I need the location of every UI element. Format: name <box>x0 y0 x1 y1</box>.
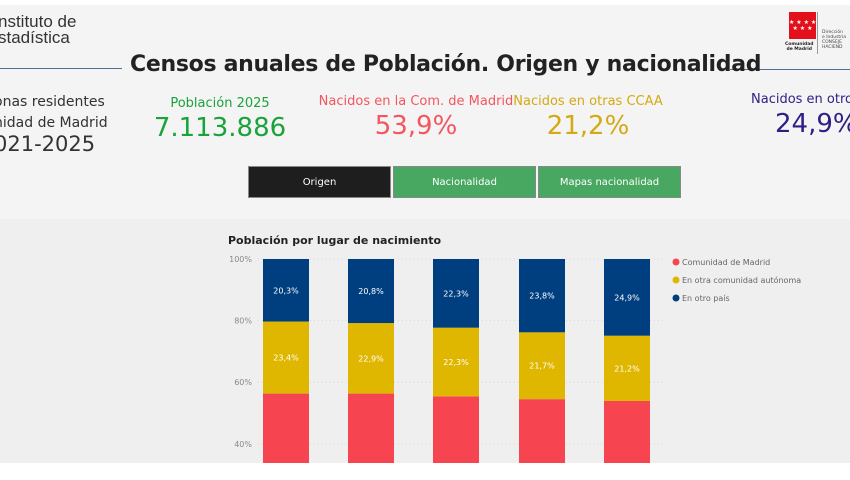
tab-origen[interactable]: Origen <box>248 166 391 198</box>
tab-mapas-nacionalidad[interactable]: Mapas nacionalidad <box>538 166 681 198</box>
left-line1: onas residentes <box>0 94 105 110</box>
kpi-value: 21,2% <box>546 111 630 141</box>
kpi-nacidos-otro-pais: Nacidos en otro 24,9% <box>751 92 850 139</box>
logo-side-2: e Industria <box>822 35 847 40</box>
logo-side-1: Dirección <box>822 30 844 35</box>
left-years: 021-2025 <box>0 132 96 156</box>
logo-divider <box>817 12 818 54</box>
logo-side-text: Dirección e Industria CONSEJE HACIEND <box>822 30 846 50</box>
left-line2: nidad de Madrid <box>0 115 108 131</box>
institute-line2: stadística <box>0 28 70 47</box>
comunidad-madrid-logo: ★ ★ ★ ★ ★ ★ ★ <box>789 12 816 39</box>
kpi-label: Nacidos en otras CCAA <box>513 94 663 109</box>
kpi-label: Nacidos en otro <box>751 92 850 107</box>
logo-side-4: HACIEND <box>822 45 843 50</box>
logo-side-3: CONSEJE <box>822 40 842 45</box>
tab-nacionalidad[interactable]: Nacionalidad <box>393 166 536 198</box>
kpi-nacidos-madrid: Nacidos en la Com. de Madrid 53,9% <box>286 94 546 141</box>
page-title: Censos anuales de Población. Origen y na… <box>130 52 762 77</box>
kpi-poblacion: Población 2025 7.113.886 <box>90 96 350 143</box>
kpi-value: 53,9% <box>374 111 458 141</box>
logo-caption: Comunidad de Madrid <box>785 42 814 52</box>
kpi-value: 7.113.886 <box>153 113 287 143</box>
chart-title: Población por lugar de nacimiento <box>228 234 442 247</box>
institute-logo: nstituto de stadística <box>0 12 77 47</box>
kpi-label: Nacidos en la Com. de Madrid <box>318 94 514 109</box>
kpi-value: 24,9% <box>775 109 850 139</box>
chart-panel <box>0 219 850 463</box>
title-rule-right <box>730 69 850 70</box>
title-rule-left <box>0 68 122 69</box>
kpi-nacidos-ccaa: Nacidos en otras CCAA 21,2% <box>458 94 718 141</box>
kpi-label: Población 2025 <box>170 96 270 111</box>
institute-line1: nstituto de <box>0 12 77 31</box>
